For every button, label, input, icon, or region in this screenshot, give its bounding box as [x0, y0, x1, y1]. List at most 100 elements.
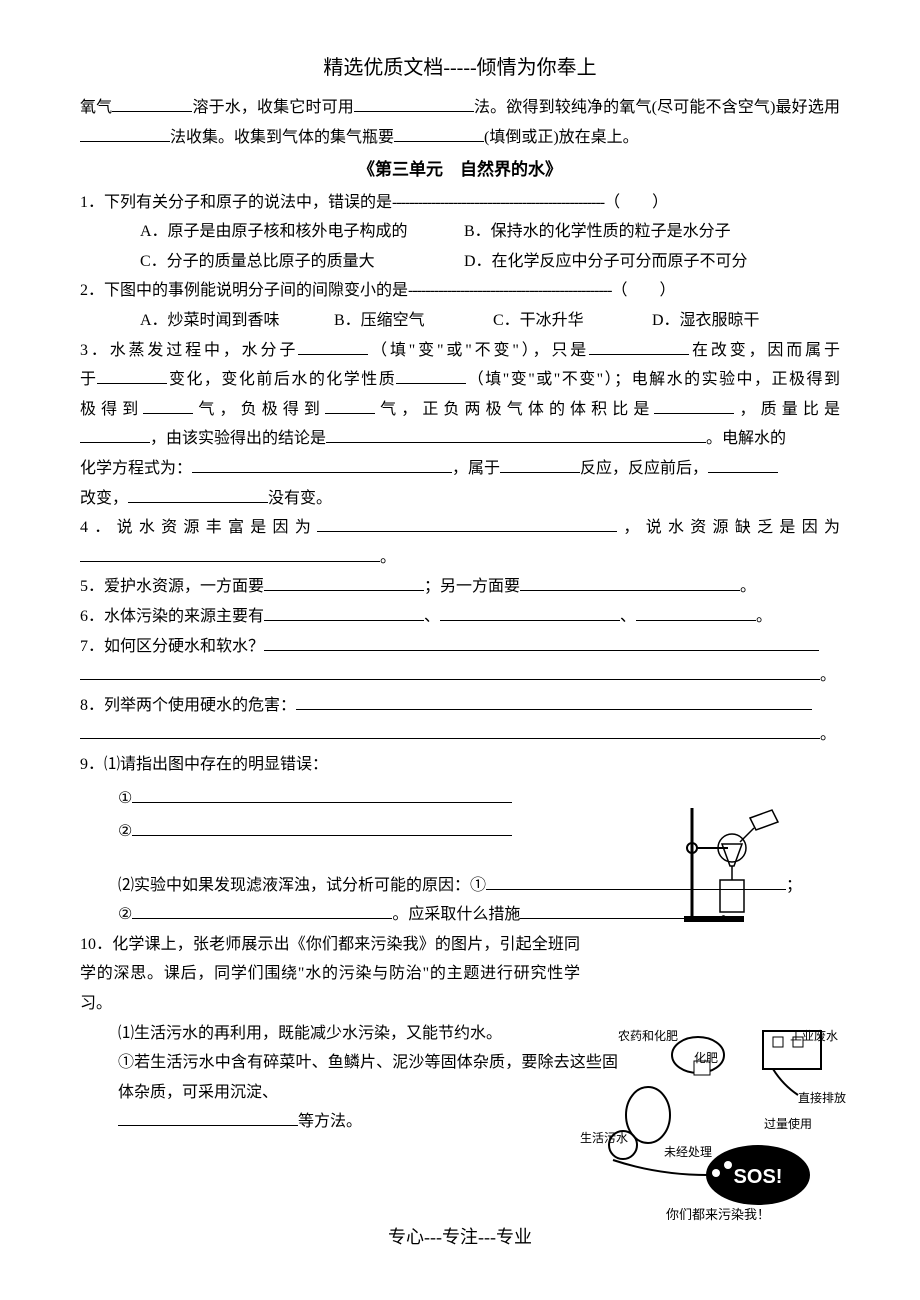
blank	[654, 397, 734, 414]
q3-t10a: 。电解水的	[706, 430, 786, 447]
q3-t6: 气，负极得到	[193, 401, 325, 418]
q2-options: A．炒菜时闻到香味 B．压缩空气 C．干冰升华 D．湿衣服晾干	[80, 306, 840, 336]
q2-option-c: C．干冰升华	[493, 306, 648, 336]
q3-t3: 在改变，因而属于	[689, 342, 840, 359]
intro-text-4: 法收集。收集到气体的集气瓶要	[170, 129, 394, 146]
blank	[192, 456, 452, 473]
page-footer: 专心---专注---专业	[0, 1221, 920, 1254]
question-10-p4: 等方法。	[80, 1107, 618, 1137]
question-8-line2: 。	[80, 720, 840, 750]
q3-t2: （填"变"或"不变"），只是	[368, 342, 589, 359]
pollution-label-6: 生活污水	[580, 1127, 628, 1149]
q4-t2: ，说水资源缺乏是因为	[617, 519, 840, 536]
blank	[264, 634, 819, 651]
page: 精选优质文档-----倾情为你奉上 氧气溶于水，收集它时可用法。欲得到较纯净的氧…	[0, 0, 920, 1300]
q3-t4pre: 于	[80, 371, 97, 388]
pollution-label-7: 未经处理	[664, 1141, 712, 1163]
blank	[317, 515, 617, 532]
dash-fill: ----------------------------------------…	[392, 194, 604, 211]
q3-t7: 气，正负两极气体的体积比是	[375, 401, 654, 418]
q3-t8: ，质量比是	[734, 401, 840, 418]
q9-i2: ②	[118, 823, 132, 840]
unit-title: 《第三单元 自然界的水》	[80, 154, 840, 185]
question-3-line4: ，由该实验得出的结论是 。电解水的	[80, 424, 840, 454]
q6-t2: 。	[756, 608, 772, 625]
q7-t2: 。	[820, 667, 836, 684]
blank	[636, 604, 756, 621]
q6-s2: 、	[620, 608, 636, 625]
q3-t5: （填"变"或"不变"）；电解水的实验中，正极得到	[466, 371, 840, 388]
q5-t1: 5．爱护水资源，一方面要	[80, 578, 264, 595]
q2-option-d: D．湿衣服晾干	[652, 312, 760, 329]
q1-paren: （ ）	[604, 194, 668, 211]
q2-option-b: B．压缩空气	[334, 306, 489, 336]
q1-option-b: B．保持水的化学性质的粒子是水分子	[464, 223, 731, 240]
intro-text-2: 溶于水，收集它时可用	[192, 99, 354, 116]
blank	[132, 902, 392, 919]
q8-t1: 8．列举两个使用硬水的危害：	[80, 697, 296, 714]
q1-options-row2: C．分子的质量总比原子的质量大 D．在化学反应中分子可分而原子不可分	[80, 247, 840, 277]
blank	[298, 338, 368, 355]
q3-t9: ，由该实验得出的结论是	[150, 430, 326, 447]
blank	[143, 397, 193, 414]
intro-text-1: 氧气	[80, 99, 112, 116]
svg-text:SOS!: SOS!	[734, 1166, 783, 1188]
figure-pollution-cartoon: SOS! 农药和化肥 工业废水 化肥 直接排放 过量使用 生活污水 未经处理 你…	[598, 1025, 838, 1225]
blank	[325, 397, 375, 414]
question-3: 3．水蒸发过程中，水分子 （填"变"或"不变"），只是 在改变，因而属于	[80, 336, 840, 366]
blank	[520, 574, 740, 591]
q9-p2a: ⑵实验中如果发现滤液浑浊，试分析可能的原因：①	[118, 877, 486, 894]
blank	[500, 456, 580, 473]
dash-fill: ----------------------------------------…	[408, 282, 611, 299]
q9-stem: 9．⑴请指出图中存在的明显错误：	[80, 756, 328, 773]
question-1: 1．下列有关分子和原子的说法中，错误的是--------------------…	[80, 188, 840, 218]
blank	[394, 125, 484, 142]
question-8: 8．列举两个使用硬水的危害：	[80, 691, 840, 721]
question-2: 2．下图中的事例能说明分子间的间隙变小的是-------------------…	[80, 276, 840, 306]
pollution-label-2: 工业废水	[790, 1025, 838, 1047]
blank	[80, 125, 170, 142]
blank	[589, 338, 689, 355]
blank	[132, 819, 512, 836]
question-4: 4．说水资源丰富是因为，说水资源缺乏是因为	[80, 513, 840, 543]
q2-stem: 2．下图中的事例能说明分子间的间隙变小的是	[80, 282, 408, 299]
q3-l3pre: 极得到	[80, 401, 143, 418]
figure-filter-apparatus	[680, 808, 790, 926]
q9-p3a: ②	[118, 906, 132, 923]
q3-t13: 改变，	[80, 490, 128, 507]
blank	[112, 95, 192, 112]
blank	[264, 604, 424, 621]
question-10-p2: ⑴生活污水的再利用，既能减少水污染，又能节约水。	[80, 1019, 618, 1049]
question-9: 9．⑴请指出图中存在的明显错误：	[80, 750, 560, 780]
blank	[80, 663, 820, 680]
q3-t12: 反应，反应前后，	[580, 460, 708, 477]
filter-apparatus-icon	[680, 808, 790, 926]
question-10-p1: 10．化学课上，张老师展示出《你们都来污染我》的图片，引起全班同学的深思。课后，…	[80, 930, 580, 1019]
q2-option-a: A．炒菜时闻到香味	[140, 306, 330, 336]
q1-option-a: A．原子是由原子核和核外电子构成的	[140, 217, 460, 247]
q9-p3b: 。应采取什么措施	[392, 906, 520, 923]
page-header: 精选优质文档-----倾情为你奉上	[80, 50, 840, 87]
q10-t4: 等方法。	[298, 1113, 362, 1130]
question-4-line2: 。	[80, 543, 840, 573]
q4-t3: 。	[380, 549, 396, 566]
q6-s1: 、	[424, 608, 440, 625]
question-7: 7．如何区分硬水和软水？	[80, 632, 840, 662]
q1-option-c: C．分子的质量总比原子的质量大	[140, 247, 460, 277]
question-5: 5．爱护水资源，一方面要；另一方面要。	[80, 572, 840, 602]
q3-t1: 3．水蒸发过程中，水分子	[80, 342, 298, 359]
q8-t2: 。	[820, 726, 836, 743]
blank	[296, 693, 812, 710]
blank	[80, 545, 380, 562]
q9-i1: ①	[118, 790, 132, 807]
q5-t3: 。	[740, 578, 756, 595]
q3-t10b: 化学方程式为：	[80, 460, 192, 477]
question-10-p3: ①若生活污水中含有碎菜叶、鱼鳞片、泥沙等固体杂质，要除去这些固体杂质，可采用沉淀…	[80, 1048, 618, 1107]
pollution-label-3: 化肥	[694, 1047, 718, 1069]
blank	[118, 1109, 298, 1126]
q1-option-d: D．在化学反应中分子可分而原子不可分	[464, 253, 748, 270]
question-3-line2: 于变化，变化前后水的化学性质（填"变"或"不变"）；电解水的实验中，正极得到	[80, 365, 840, 395]
pollution-label-5: 过量使用	[764, 1113, 812, 1135]
question-3-line6: 改变，没有变。	[80, 484, 840, 514]
blank	[354, 95, 474, 112]
